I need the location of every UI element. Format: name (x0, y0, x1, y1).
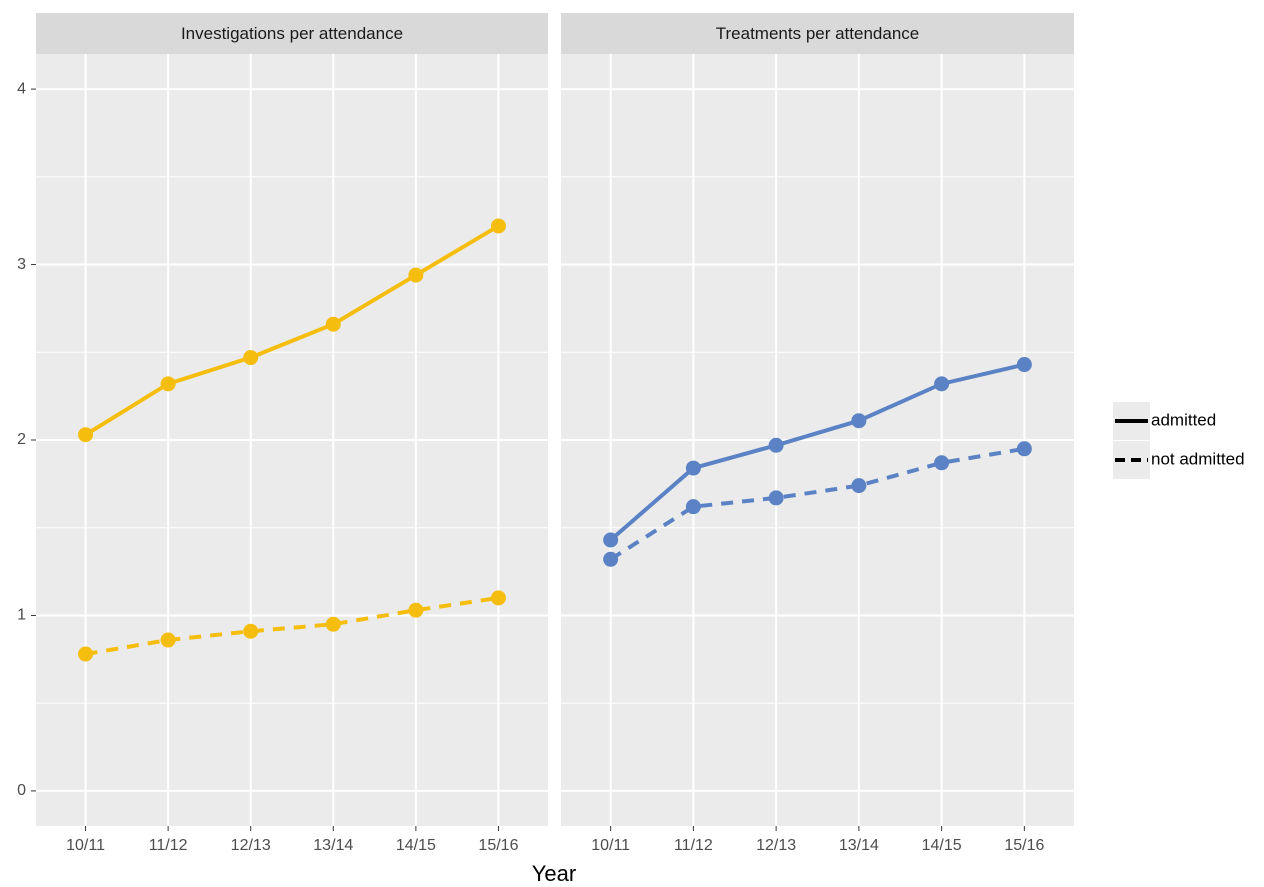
point (934, 455, 950, 471)
point (408, 602, 424, 618)
x-tick-label: 14/15 (396, 837, 436, 854)
x-tick-label: 14/15 (922, 837, 962, 854)
point (603, 551, 619, 567)
x-tick-label: 15/16 (1004, 837, 1044, 854)
point (490, 218, 506, 234)
strip (36, 13, 548, 54)
point (408, 267, 424, 283)
point (685, 460, 701, 476)
point (490, 590, 506, 606)
x-tick-label: 11/12 (149, 837, 188, 854)
x-tick-label: 13/14 (839, 837, 879, 854)
point (1016, 357, 1032, 373)
legend-label: admitted (1151, 410, 1216, 429)
panel-title: Treatments per attendance (716, 24, 920, 43)
point (78, 646, 94, 662)
point (160, 376, 176, 392)
point (160, 632, 176, 648)
y-tick-label: 2 (17, 431, 26, 448)
point (768, 490, 784, 506)
point (325, 616, 341, 632)
panel-title: Investigations per attendance (181, 24, 403, 43)
point (243, 350, 259, 366)
point (934, 376, 950, 392)
x-tick-label: 12/13 (756, 837, 796, 854)
point (768, 437, 784, 453)
y-tick-label: 1 (17, 607, 26, 624)
series-line (609, 362, 1025, 542)
point (243, 623, 259, 639)
x-tick-label: 10/11 (591, 837, 630, 854)
y-tick-label: 4 (17, 80, 26, 97)
series-line (84, 224, 500, 437)
x-tick-label: 11/12 (674, 837, 713, 854)
point (325, 316, 341, 332)
y-tick-label: 3 (17, 256, 26, 273)
point (1016, 441, 1032, 457)
point (603, 532, 619, 548)
legend-label: not admitted (1151, 449, 1245, 468)
x-tick-label: 12/13 (231, 837, 271, 854)
series-line (609, 446, 1025, 561)
x-tick-label: 10/11 (66, 837, 105, 854)
x-tick-label: 13/14 (313, 837, 353, 854)
point (78, 427, 94, 443)
y-tick-label: 0 (17, 782, 26, 799)
x-tick-label: 15/16 (478, 837, 518, 854)
strip (561, 13, 1074, 54)
point (851, 413, 867, 429)
x-axis-title: Year (532, 861, 576, 886)
point (851, 478, 867, 494)
point (685, 499, 701, 515)
series-line (85, 595, 499, 657)
